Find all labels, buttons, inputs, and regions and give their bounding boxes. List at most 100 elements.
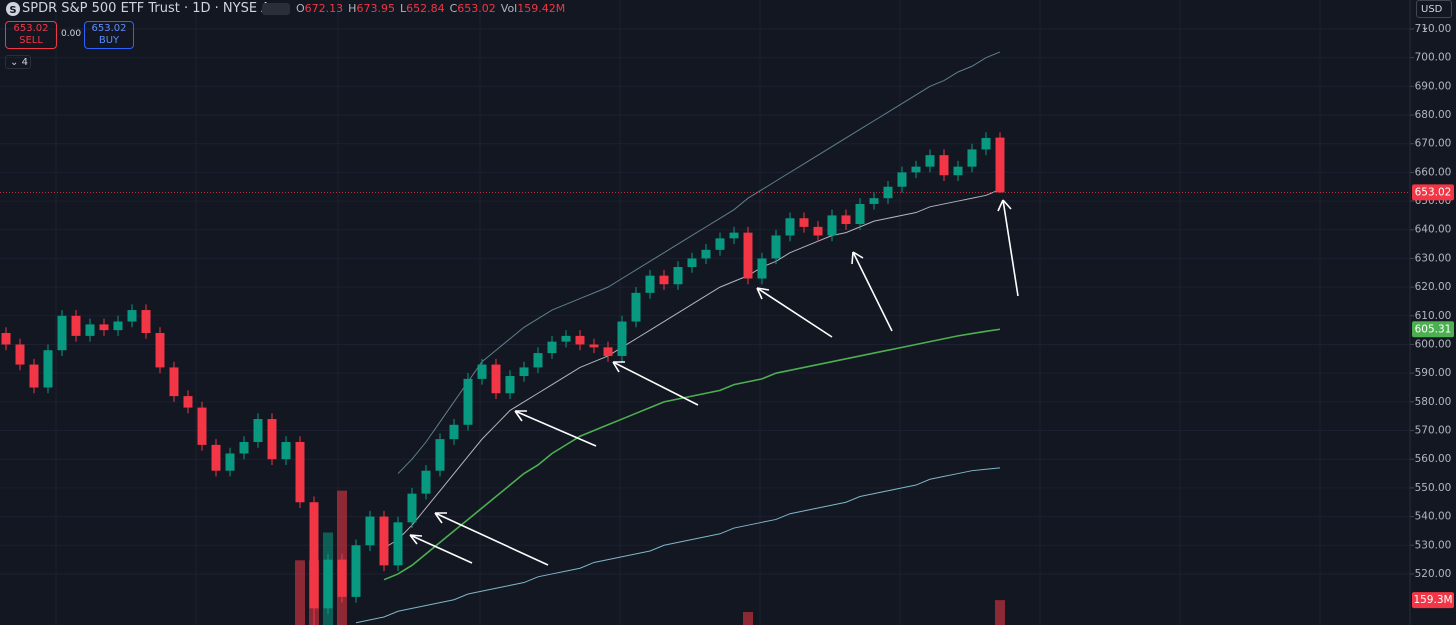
y-tick-label: 630.00 [1415,252,1452,264]
candle-body [379,516,389,566]
indicator-count: 4 [21,57,28,68]
candle-body [463,378,473,425]
candle-body [351,545,361,597]
plot: 520.00 530.00 540.00 550.00 560.00 570.00 580.… [0,23,1454,625]
buy-button[interactable]: 653.02 BUY [84,21,134,49]
vertical-grid [55,0,1321,625]
candle-body [183,396,193,408]
candle-body [673,267,683,285]
candle-body [449,424,459,440]
candle-body [771,235,781,259]
candle-body [393,522,403,566]
candle-body [435,439,445,471]
candle-body [715,238,725,250]
indicators-toggle[interactable]: ⌄ 4 [5,55,31,69]
candle-body [85,324,95,336]
candle-body [323,559,333,609]
logo: S [6,2,20,16]
y-tick-label: 620.00 [1415,281,1452,293]
indicator-line [355,467,1001,624]
candle-body [155,333,165,368]
candle-body [561,335,571,342]
candle-body [211,444,221,471]
candle-body [267,419,277,460]
candle-body [841,215,851,225]
currency: USD [1421,4,1443,15]
buy-price: 653.02 [91,23,127,34]
candle-body [799,218,809,227]
candle-body [785,218,795,236]
candle-body [169,367,179,397]
indicator-line [397,51,1001,474]
currency-select[interactable]: USD ⌄ [1416,0,1452,33]
ohlc-key: O [296,2,305,15]
ohlc-key: L [399,2,407,15]
candle-body [225,453,235,471]
candle-body [925,155,935,167]
candle-body [1,333,11,345]
svg-text:S: S [9,5,16,16]
candle-body [603,347,613,356]
y-tick-label: 610.00 [1415,310,1452,322]
candle-body [15,344,25,365]
candle-body [575,335,585,345]
candle-body [659,275,669,285]
ohlc-key: H [348,2,357,15]
y-tick-label: 590.00 [1415,367,1452,379]
candle-body [127,310,137,322]
volume-bar [295,560,305,625]
ohlc-value: 652.84 [406,2,445,15]
ohlc-legend: O672.13 H673.95 L652.84 C653.02 Vol159.42M [296,2,570,15]
y-tick-label: 540.00 [1415,511,1452,523]
symbol-title: SPDR S&P 500 ETF Trust · 1D · NYSE Arca [22,1,291,16]
candle-body [253,419,263,443]
y-tick-label: 530.00 [1415,539,1452,551]
candle-body [757,258,767,279]
candle-body [407,493,417,523]
price-tag-label: 653.02 [1415,186,1452,198]
candle-body [309,502,319,609]
candle-body [99,324,109,331]
sell-button[interactable]: 653.02 SELL [5,21,57,49]
candle-body [911,166,921,173]
candle-body [281,442,291,460]
annotation-arrows [409,199,1019,566]
price-tag [1412,321,1454,338]
candle-body [939,155,949,176]
ohlc-key: C [449,2,458,15]
indicator-line [383,328,1001,581]
visibility-toggle[interactable] [262,3,290,15]
candle-body [491,364,501,394]
y-tick-label: 680.00 [1415,109,1452,121]
candle-body [71,315,81,336]
candle-body [995,137,1005,193]
candle-body [519,367,529,377]
y-tick-label: 640.00 [1415,224,1452,236]
candle-body [967,149,977,167]
ohlc-value: 673.95 [356,2,395,15]
ohlc-value: 159.42M [517,2,566,15]
y-tick-label: 660.00 [1415,166,1452,178]
candle-body [477,364,487,379]
indicator-line [383,189,1001,549]
candle-body [505,376,515,394]
y-tick-label: 690.00 [1415,80,1452,92]
buy-label: BUY [98,35,120,46]
candle-body [421,470,431,494]
candle-body [29,364,39,388]
candle-body [897,172,907,187]
candle-body [589,344,599,348]
price-tag [1412,184,1454,201]
y-tick-label: 710.00 [1415,23,1452,35]
volume-tag [1412,592,1454,609]
candle-body [43,350,53,388]
candle-body [855,203,865,225]
candle-body [869,198,879,204]
y-tick-label: 580.00 [1415,396,1452,408]
candle-body [57,315,67,351]
candle-body [547,341,557,354]
volume-bar [995,600,1005,625]
candle-body [981,137,991,150]
y-tick-label: 570.00 [1415,425,1452,437]
